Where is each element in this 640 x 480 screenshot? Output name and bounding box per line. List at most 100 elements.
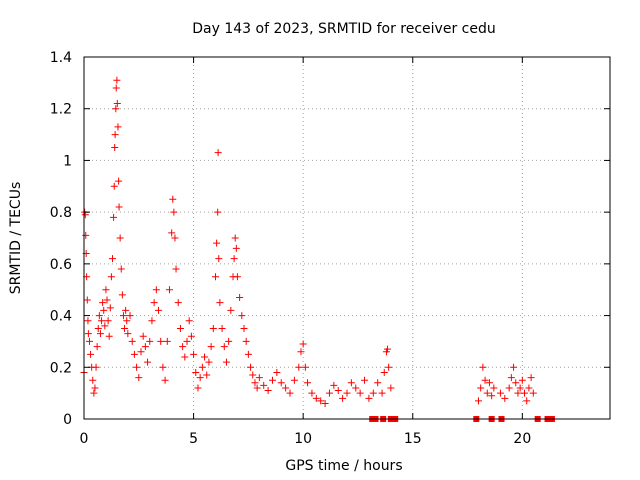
data-point xyxy=(121,325,129,332)
data-point xyxy=(304,379,312,387)
data-point xyxy=(295,363,303,371)
data-point xyxy=(119,312,127,320)
data-point xyxy=(251,379,259,387)
data-point xyxy=(299,340,307,348)
data-point xyxy=(361,376,369,384)
data-point xyxy=(155,306,163,314)
data-point xyxy=(115,203,123,211)
data-point xyxy=(523,397,531,405)
data-point xyxy=(238,312,246,320)
data-point xyxy=(85,337,93,345)
data-point xyxy=(232,244,240,252)
data-point xyxy=(213,239,221,247)
data-point xyxy=(356,389,364,397)
data-point xyxy=(141,343,149,351)
y-tick-label: 0.6 xyxy=(50,257,72,273)
data-point xyxy=(133,363,141,371)
data-point xyxy=(209,325,217,332)
data-point xyxy=(312,394,320,402)
data-point xyxy=(90,389,98,397)
data-point xyxy=(159,363,167,371)
data-point xyxy=(93,343,101,351)
data-point xyxy=(163,337,171,345)
data-point xyxy=(512,379,520,387)
data-point xyxy=(215,255,223,263)
data-point xyxy=(249,371,257,379)
data-point xyxy=(106,304,114,312)
data-point xyxy=(264,387,272,395)
data-point xyxy=(490,384,498,392)
data-point xyxy=(479,363,487,371)
data-point xyxy=(203,371,211,379)
data-point xyxy=(82,231,90,239)
data-point xyxy=(485,379,493,387)
data-point xyxy=(92,363,100,371)
data-point xyxy=(521,389,529,397)
data-point xyxy=(135,374,143,382)
data-point xyxy=(212,273,219,281)
data-point xyxy=(242,337,250,345)
data-point xyxy=(172,265,180,273)
data-point xyxy=(297,348,305,356)
data-point xyxy=(253,384,261,392)
data-point xyxy=(308,389,316,397)
data-point xyxy=(385,363,393,371)
data-point xyxy=(247,363,255,371)
data-point xyxy=(277,379,285,387)
data-point xyxy=(157,337,165,345)
data-point xyxy=(114,123,122,131)
y-tick-label: 1 xyxy=(63,153,72,169)
data-point xyxy=(233,273,241,281)
data-point xyxy=(230,255,238,263)
x-tick-label: 5 xyxy=(189,431,198,447)
data-point xyxy=(510,363,518,371)
data-point xyxy=(365,394,373,402)
data-point xyxy=(187,332,195,340)
x-tick-label: 20 xyxy=(513,431,531,447)
data-point xyxy=(98,317,106,325)
data-point xyxy=(516,384,524,392)
data-point xyxy=(96,330,104,338)
data-point xyxy=(260,381,268,389)
data-point xyxy=(255,374,263,382)
data-point xyxy=(273,368,281,376)
data-point xyxy=(112,84,120,92)
data-point xyxy=(218,325,226,332)
data-point xyxy=(317,397,325,405)
data-point xyxy=(94,325,102,332)
data-point xyxy=(122,306,130,314)
data-point xyxy=(117,265,125,273)
data-point xyxy=(111,131,119,139)
data-point xyxy=(343,389,351,397)
data-point xyxy=(84,317,92,325)
data-point xyxy=(174,299,182,307)
data-point xyxy=(220,343,228,351)
y-tick-label: 0.8 xyxy=(50,205,72,221)
y-tick-label: 0.2 xyxy=(50,360,72,376)
data-point xyxy=(104,317,112,325)
data-point xyxy=(87,350,95,358)
data-point xyxy=(205,358,213,366)
data-point xyxy=(146,337,154,345)
data-point xyxy=(105,332,113,340)
data-point xyxy=(347,379,355,387)
data-point xyxy=(91,384,99,392)
data-point xyxy=(103,296,111,304)
plot-frame xyxy=(83,56,611,420)
x-tick-label: 0 xyxy=(80,431,89,447)
data-point xyxy=(529,389,537,397)
x-tick-label: 10 xyxy=(294,431,312,447)
data-point xyxy=(244,350,252,358)
data-point xyxy=(128,337,136,345)
data-point xyxy=(380,368,388,376)
data-point xyxy=(126,312,134,320)
data-point xyxy=(369,389,377,397)
data-point xyxy=(124,330,132,338)
data-point xyxy=(339,394,347,402)
data-point xyxy=(111,144,119,151)
y-tick-label: 0.4 xyxy=(50,309,72,325)
x-axis-label: GPS time / hours xyxy=(285,458,402,474)
data-point xyxy=(161,376,169,384)
data-point xyxy=(330,381,338,389)
y-tick-label: 0 xyxy=(63,412,72,428)
